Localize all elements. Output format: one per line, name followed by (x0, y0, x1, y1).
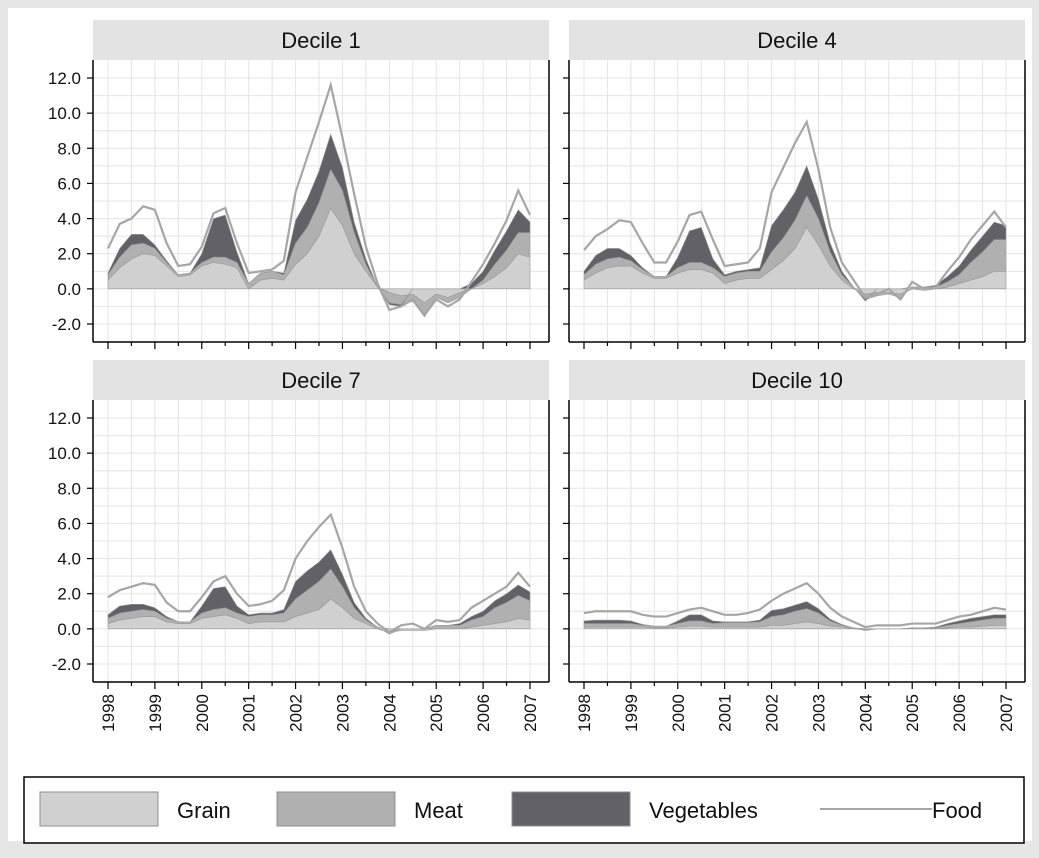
y-tick-label: 8.0 (57, 479, 81, 498)
line-food (107, 512, 531, 634)
y-tick-label: 0.0 (57, 280, 81, 299)
x-tick-label: 1999 (622, 694, 641, 732)
y-tick-label: -2.0 (52, 655, 81, 674)
x-tick-label: 2006 (474, 694, 493, 732)
panel-strip (93, 360, 549, 400)
panel-decile-1: Decile 1 12.0 10.0 8.0 6.0 4.0 2.0 0.0 -2.0 (48, 20, 550, 349)
legend-label-grain: Grain (177, 798, 231, 823)
panel-strip (569, 20, 1025, 60)
x-tick-label: 2000 (669, 694, 688, 732)
x-tick-label: 2003 (333, 694, 352, 732)
panel-title: Decile 7 (281, 368, 360, 393)
x-tick-label: 2007 (521, 694, 540, 732)
legend-key-vegetables (511, 791, 631, 827)
panel-decile-10: Decile 10 1998 1999 2000 2001 2002 2003 2004 200… (563, 360, 1026, 732)
line-food (583, 581, 1007, 629)
legend-label-vegetables: Vegetables (649, 798, 758, 823)
y-tick-label: 12.0 (48, 409, 81, 428)
y-tick-label: 12.0 (48, 69, 81, 88)
line-food (583, 118, 1007, 302)
x-tick-label: 2005 (903, 694, 922, 732)
legend: Grain Meat Vegetables Food (23, 776, 1025, 844)
y-tick-label: 6.0 (57, 514, 81, 533)
panel-strip (569, 360, 1025, 400)
panel-title: Decile 10 (751, 368, 843, 393)
x-tick-label: 2001 (716, 694, 735, 732)
x-tick-label: 2006 (950, 694, 969, 732)
panel-title: Decile 4 (757, 28, 836, 53)
y-tick-label: -2.0 (52, 315, 81, 334)
x-tick-label: 1998 (575, 694, 594, 732)
line-food (107, 80, 531, 318)
y-tick-label: 10.0 (48, 104, 81, 123)
panel-decile-4: Decile 4 (563, 20, 1026, 349)
y-tick-label: 10.0 (48, 444, 81, 463)
area-vegetables (107, 133, 531, 307)
area-vegetables (583, 601, 1007, 630)
x-tick-label: 2000 (193, 694, 212, 732)
x-tick-label: 2005 (427, 694, 446, 732)
panel-strip (93, 20, 549, 60)
x-tick-label: 2004 (856, 694, 875, 732)
y-tick-label: 4.0 (57, 550, 81, 569)
x-tick-label: 2003 (809, 694, 828, 732)
area-vegetables (107, 549, 531, 630)
legend-key-grain (39, 791, 159, 827)
legend-label-food: Food (932, 798, 982, 823)
panels: Decile 112.010.08.06.04.02.00.0-2.0Decil… (48, 20, 1026, 732)
legend-label-meat: Meat (414, 798, 463, 823)
x-tick-label: 2002 (287, 694, 306, 732)
x-tick-label: 2007 (997, 694, 1016, 732)
legend-key-meat (276, 791, 396, 827)
x-tick-label: 1998 (99, 694, 118, 732)
x-tick-label: 2004 (380, 694, 399, 732)
x-tick-label: 2002 (763, 694, 782, 732)
y-tick-label: 8.0 (57, 139, 81, 158)
panel-title: Decile 1 (281, 28, 360, 53)
panel-decile-7: Decile 7 12.0 10.0 8.0 6.0 4.0 2.0 0.0 -2.0 1998 1… (48, 360, 550, 732)
x-tick-label: 1999 (146, 694, 165, 732)
gridlines (569, 400, 1025, 682)
x-tick-label: 2001 (240, 694, 259, 732)
y-tick-label: 0.0 (57, 620, 81, 639)
y-tick-label: 4.0 (57, 210, 81, 229)
y-tick-label: 2.0 (57, 245, 81, 264)
y-tick-label: 2.0 (57, 585, 81, 604)
y-tick-label: 6.0 (57, 174, 81, 193)
area-vegetables (583, 165, 1007, 302)
